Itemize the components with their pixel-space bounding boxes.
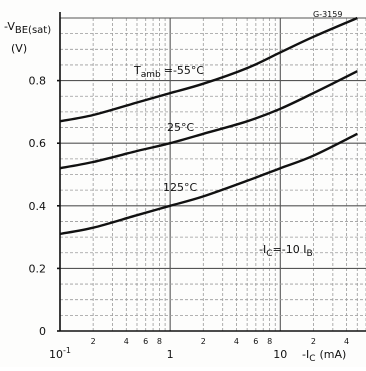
y-tick-label: 0.8 — [29, 75, 47, 88]
x-tick-label: 1 — [167, 348, 174, 361]
x-minor-tick-label: 6 — [253, 337, 258, 346]
label-series-125: 125°C — [163, 181, 197, 194]
y-axis-unit: (V) — [11, 42, 27, 55]
x-axis-label-sub: C — [309, 354, 315, 364]
x-tick-label: 10 — [273, 348, 287, 361]
x-axis-label-unit: (mA) — [320, 348, 347, 361]
x-axis-label: -IC (mA) — [302, 348, 346, 364]
x-minor-tick-label: 2 — [201, 337, 206, 346]
y-tick-label: 0 — [39, 325, 46, 338]
condition-label: -IC=-10 IB — [259, 243, 313, 259]
x-tick-label-mantissa: 10 — [49, 348, 63, 361]
x-minor-tick-label: 2 — [91, 337, 96, 346]
y-axis-label-main: -V — [4, 20, 15, 33]
figure-code: G-3159 — [313, 10, 342, 19]
series-line-2 — [60, 134, 357, 234]
x-minor-tick-label: 4 — [124, 337, 129, 346]
label-series-minus55-text: =-55°C — [164, 64, 205, 77]
condition-label-sub2: B — [306, 249, 312, 259]
series-line-1 — [60, 71, 357, 168]
x-minor-tick-label: 6 — [143, 337, 148, 346]
y-tick-label: 0.6 — [29, 137, 47, 150]
x-minor-tick-label: 8 — [267, 337, 272, 346]
condition-label-rel: =-10 I — [273, 243, 307, 256]
x-minor-tick-label: 4 — [234, 337, 239, 346]
x-minor-tick-label: 4 — [344, 337, 349, 346]
x-tick-label-exponent: -1 — [63, 346, 71, 355]
grid — [60, 18, 366, 331]
y-tick-label: 0.4 — [29, 200, 47, 213]
series — [60, 18, 357, 234]
x-tick-label: 10-1 — [49, 346, 71, 361]
label-series-minus55: Tamb=-55°C — [133, 64, 204, 80]
condition-label-main: -I — [259, 243, 266, 256]
x-axis-label-main: -I — [302, 348, 309, 361]
label-series-25: 25°C — [167, 121, 194, 134]
y-axis-label-sub: BE(sat) — [15, 25, 51, 36]
x-minor-tick-label: 8 — [157, 337, 162, 346]
label-series-minus55-sub: amb — [141, 70, 161, 80]
y-axis-label: -VBE(sat) — [4, 20, 51, 36]
x-minor-tick-label: 2 — [311, 337, 316, 346]
y-tick-label: 0.2 — [29, 262, 47, 275]
